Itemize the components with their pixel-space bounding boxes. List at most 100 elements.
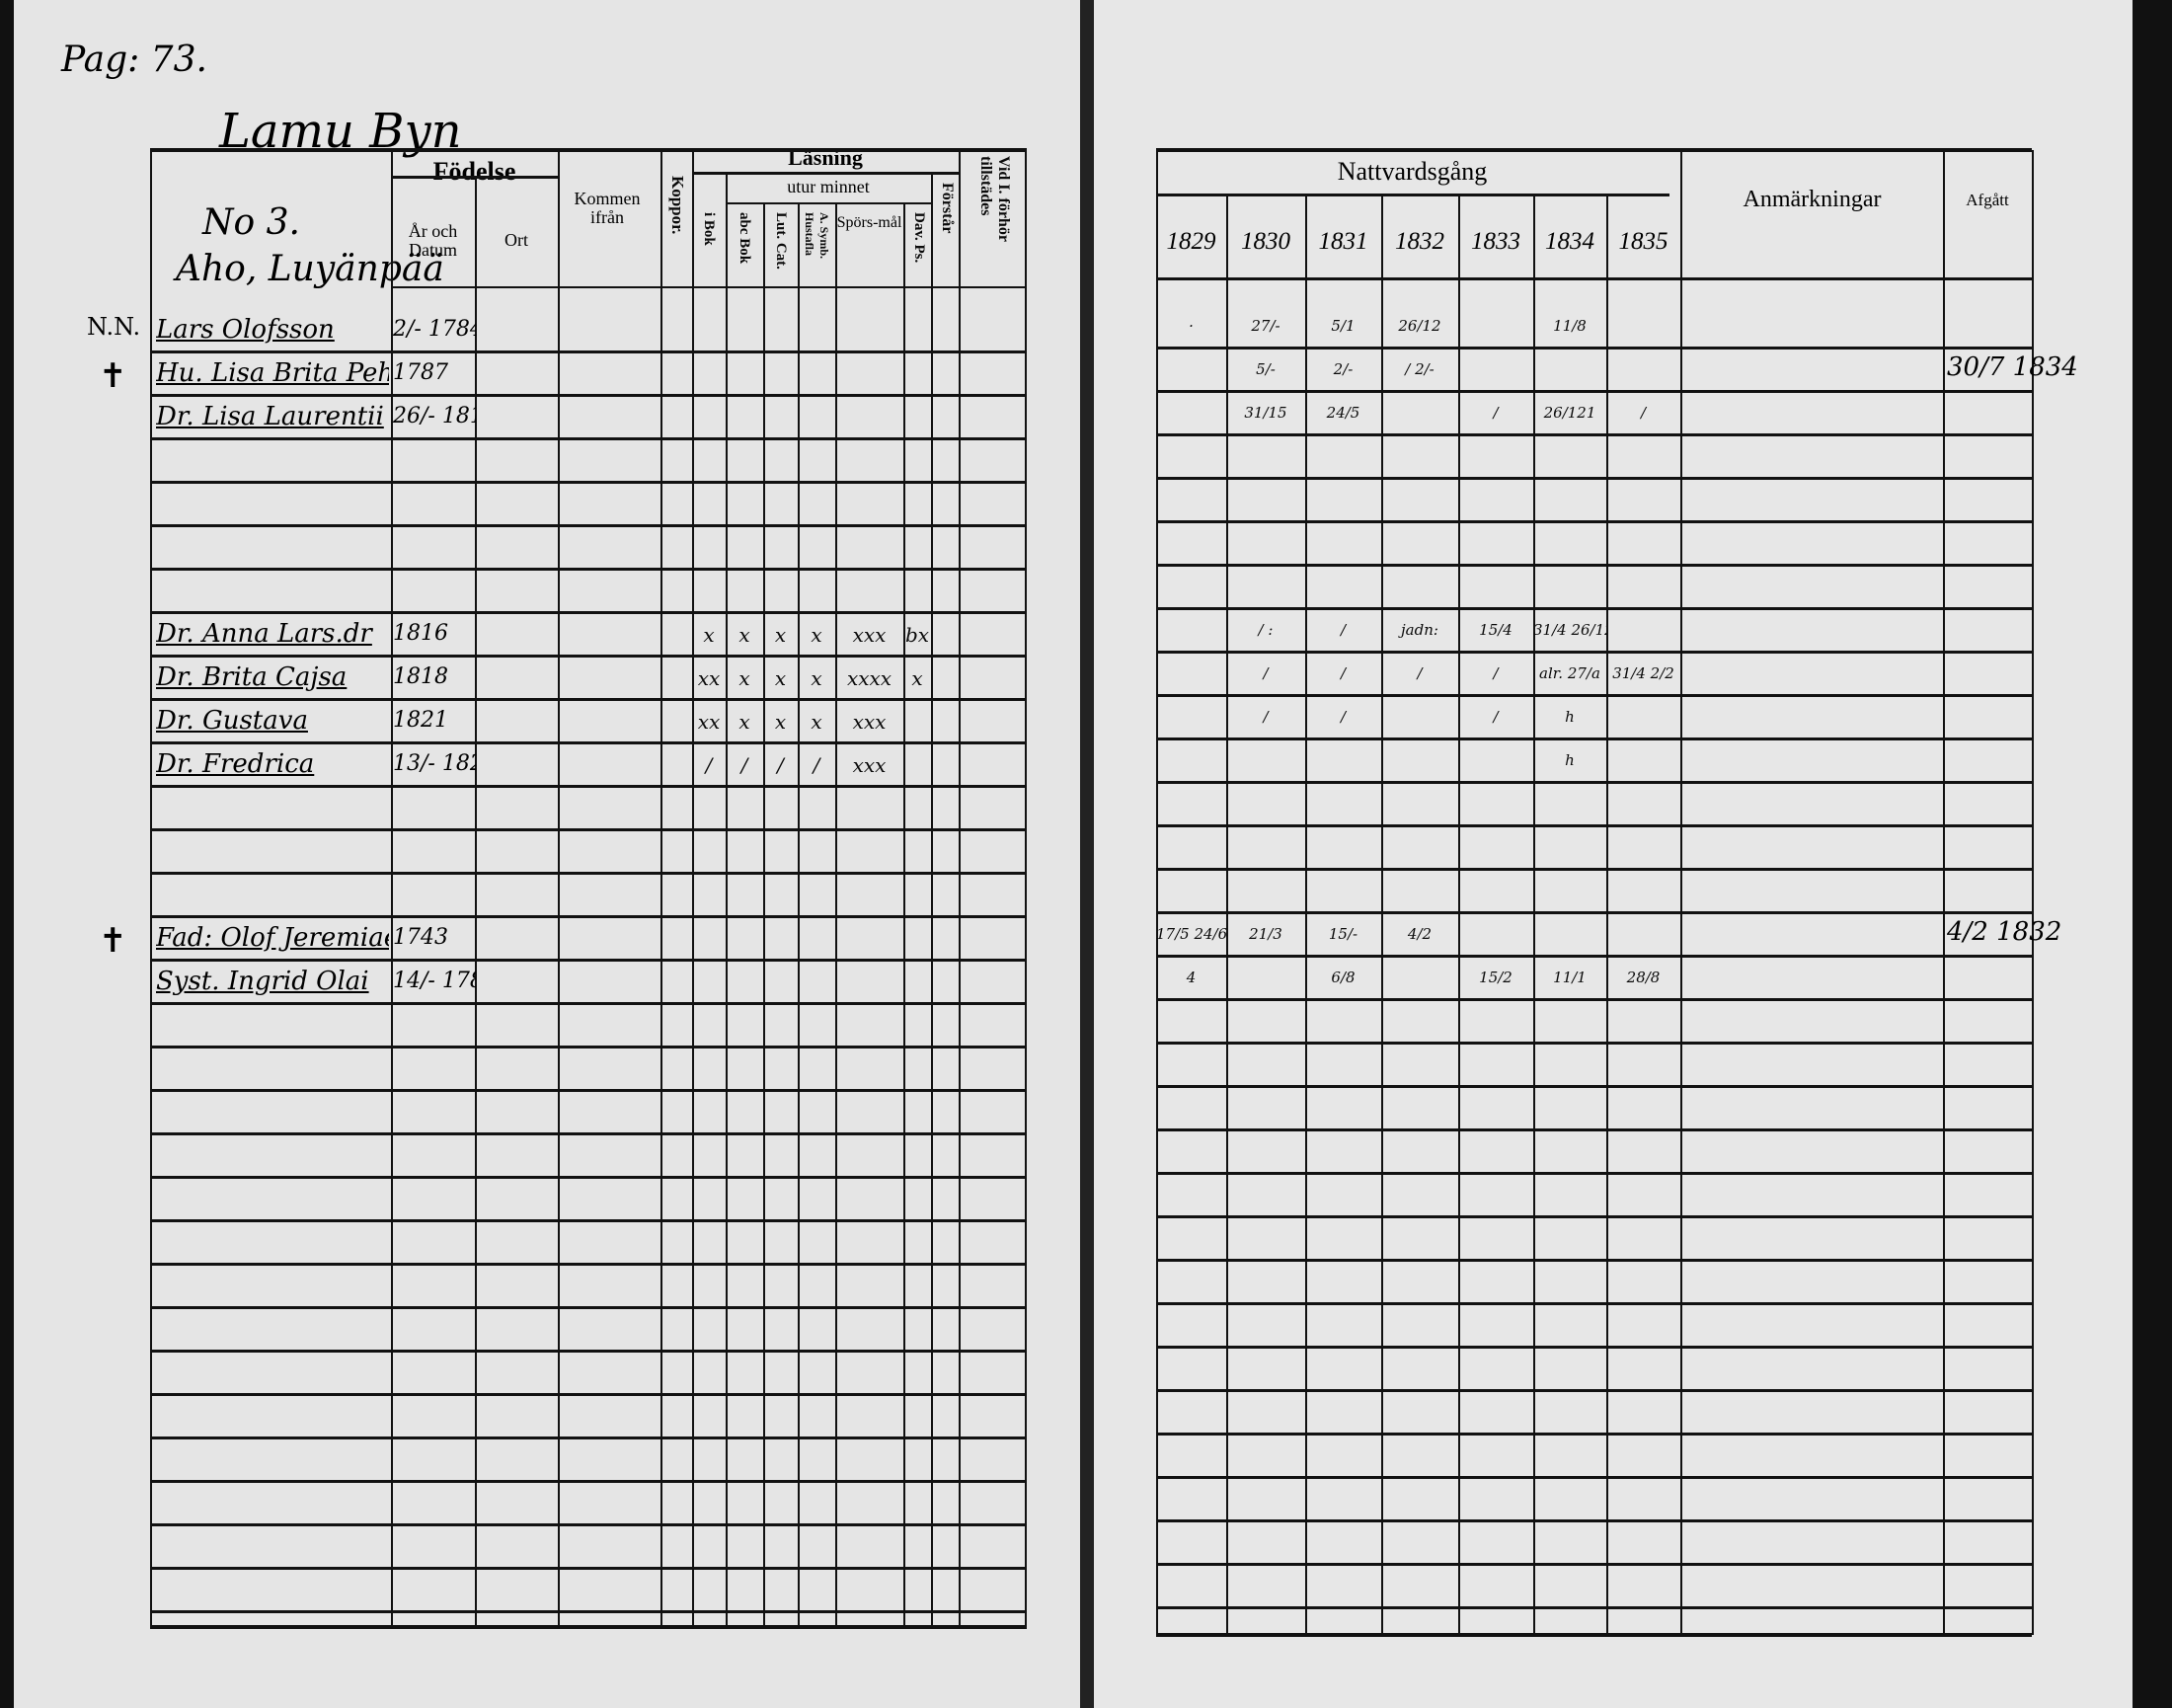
page-reference: Pag: 73. xyxy=(61,39,207,80)
communion-date: 11/1 xyxy=(1553,969,1587,986)
communion-date: 5/- xyxy=(1256,360,1276,378)
right-column-rule xyxy=(1381,194,1383,1635)
reading-header-rule xyxy=(692,172,959,175)
communion-date: 5/1 xyxy=(1331,317,1356,335)
right-row-rule xyxy=(1156,1346,2032,1349)
left-column-rule xyxy=(763,202,765,1627)
header-understands: Förstår xyxy=(939,183,956,234)
right-column-rule xyxy=(1305,194,1307,1635)
person-name: Dr. Gustava xyxy=(156,706,308,736)
reading-mark: x xyxy=(811,623,822,647)
left-row-rule xyxy=(150,698,1027,701)
year-header: 1835 xyxy=(1618,228,1668,255)
birth-date: 26/- 1813 xyxy=(393,404,476,428)
right-row-rule xyxy=(1156,1302,2032,1305)
communion-date: 15/2 xyxy=(1479,969,1513,986)
right-row-rule xyxy=(1156,738,2032,740)
left-row-rule xyxy=(150,524,1027,527)
communion-date: / : xyxy=(1258,621,1274,639)
communion-date: jadn: xyxy=(1401,621,1438,639)
right-row-rule xyxy=(1156,433,2032,436)
left-row-rule xyxy=(150,1523,1027,1526)
reading-mark: x xyxy=(774,666,787,690)
left-table-top-rule xyxy=(150,148,1027,152)
left-row-rule xyxy=(150,1436,1027,1439)
reading-mark: x xyxy=(738,710,750,734)
left-row-rule xyxy=(150,1219,1027,1222)
reading-mark: x xyxy=(811,710,822,734)
birth-header-rule xyxy=(391,176,558,179)
communion-date: 17/5 24/6 xyxy=(1156,925,1226,943)
right-row-rule xyxy=(1156,1172,2032,1175)
left-row-rule xyxy=(150,350,1027,353)
header-questions: Spörs-mål xyxy=(836,214,902,231)
communion-date: / xyxy=(1263,664,1269,682)
row-mark: N.N. xyxy=(87,313,141,341)
year-header: 1834 xyxy=(1545,228,1594,255)
communion-date: / xyxy=(1417,664,1423,682)
birth-date: 14/- 1786 xyxy=(393,969,476,993)
header-came-from: Kommen ifrån xyxy=(574,189,641,227)
year-header: 1829 xyxy=(1166,228,1216,255)
header-in-book: i Bok xyxy=(701,212,717,246)
birth-date: 1818 xyxy=(393,664,448,689)
communion-date: / xyxy=(1340,664,1347,682)
right-header-bottom-rule xyxy=(1156,277,2032,280)
communion-date: 31/4 2/2 xyxy=(1612,664,1674,682)
communion-date: / xyxy=(1493,404,1499,422)
header-david-psalms: Dav. Ps. xyxy=(911,212,927,264)
left-row-rule xyxy=(150,437,1027,440)
right-row-rule xyxy=(1156,911,2032,914)
farm-name: Aho, Luyänpää xyxy=(176,249,444,289)
left-row-rule xyxy=(150,1176,1027,1179)
left-row-rule xyxy=(150,872,1027,875)
communion-date: 11/8 xyxy=(1553,317,1587,335)
left-row-rule xyxy=(150,1350,1027,1353)
person-name: Lars Olofsson xyxy=(156,315,335,345)
left-column-rule xyxy=(150,150,152,1627)
left-row-rule xyxy=(150,915,1027,918)
left-column-rule xyxy=(558,150,560,1627)
communion-date: 31/15 xyxy=(1244,404,1287,422)
birth-date: 1787 xyxy=(393,360,448,385)
communion-date: h xyxy=(1565,751,1575,769)
left-row-rule xyxy=(150,1046,1027,1048)
left-page xyxy=(14,0,1080,1708)
right-column-rule xyxy=(1156,150,1158,1635)
communion-date: alr. 27/a xyxy=(1539,664,1600,682)
left-row-rule xyxy=(150,655,1027,658)
communion-date: / xyxy=(1493,664,1499,682)
right-row-rule xyxy=(1156,347,2032,349)
birth-date: 1821 xyxy=(393,708,448,733)
departed-date: 4/2 1832 xyxy=(1947,917,2062,947)
communion-date: 15/- xyxy=(1328,925,1358,943)
right-page xyxy=(1094,0,2133,1708)
right-row-rule xyxy=(1156,781,2032,784)
reading-mark: xxx xyxy=(852,753,887,777)
right-row-rule xyxy=(1156,564,2032,567)
birth-date: 1743 xyxy=(393,925,448,950)
left-column-rule xyxy=(903,202,905,1627)
left-row-rule xyxy=(150,1002,1027,1005)
reading-mark: / xyxy=(777,753,784,777)
left-row-rule xyxy=(150,1480,1027,1483)
right-row-rule xyxy=(1156,1085,2032,1088)
right-row-rule xyxy=(1156,1606,2032,1609)
header-luther-catechism: Lut. Cat. xyxy=(773,212,789,270)
right-row-rule xyxy=(1156,1433,2032,1436)
right-column-rule xyxy=(1458,194,1460,1635)
left-row-rule xyxy=(150,568,1027,571)
reading-mark: xx xyxy=(697,710,721,734)
left-row-rule xyxy=(150,1393,1027,1396)
communion-date: · xyxy=(1189,317,1194,335)
left-row-rule xyxy=(150,394,1027,397)
header-symbolic-books: A. Symb. Hustafla xyxy=(803,212,831,260)
right-column-rule xyxy=(1680,150,1682,1635)
left-row-rule xyxy=(150,1306,1027,1309)
reading-mark: xxx xyxy=(852,710,887,734)
header-present-at-exam: Vid I. förhör tillstädes xyxy=(977,156,1012,242)
right-row-rule xyxy=(1156,1519,2032,1522)
reading-mark: xxx xyxy=(852,623,887,647)
right-row-rule xyxy=(1156,1042,2032,1045)
year-header: 1831 xyxy=(1318,228,1368,255)
